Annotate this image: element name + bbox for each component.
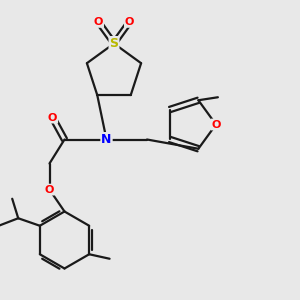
Text: O: O	[45, 184, 54, 195]
Text: O: O	[48, 112, 57, 123]
Text: O: O	[125, 17, 134, 27]
Text: O: O	[94, 17, 103, 27]
Text: S: S	[110, 37, 118, 50]
Text: N: N	[101, 133, 112, 146]
Text: O: O	[211, 119, 221, 130]
